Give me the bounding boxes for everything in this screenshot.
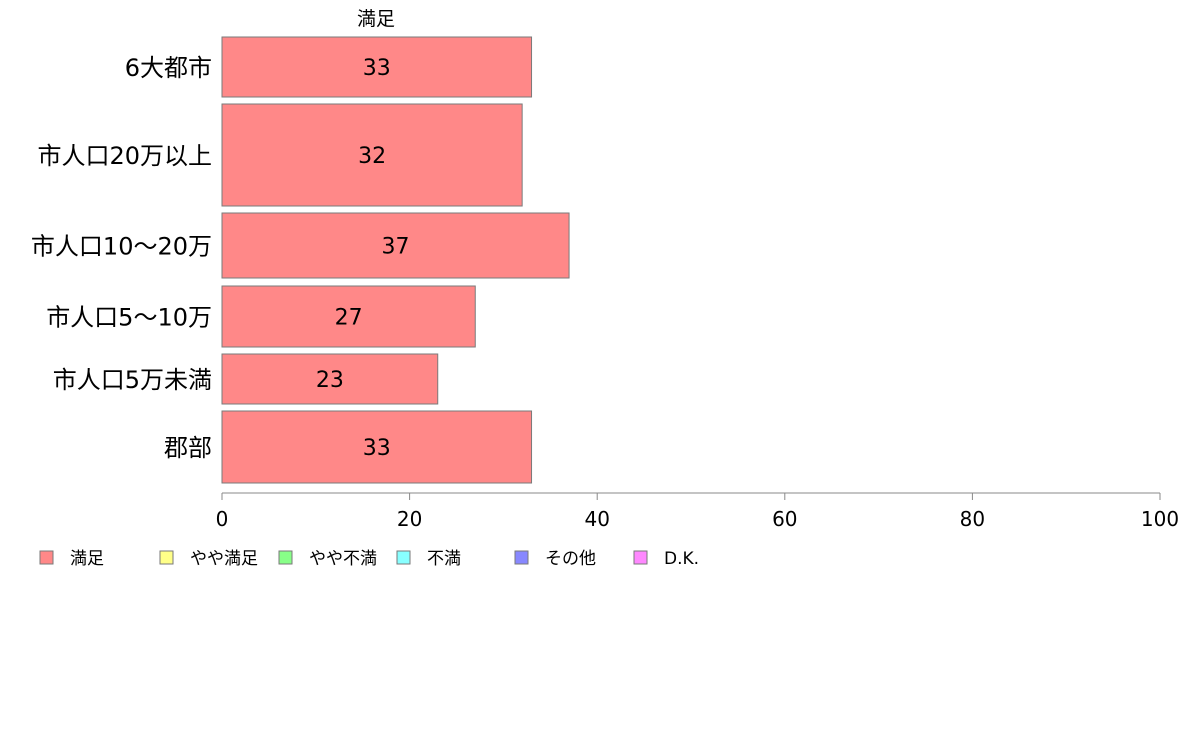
bar-2	[221, 212, 570, 279]
x-tick-label-4: 80	[960, 507, 985, 531]
legend-swatch-1	[159, 550, 174, 565]
legend-label-3: 不満	[427, 549, 461, 569]
bar-value-label-2: 37	[382, 235, 410, 260]
bar-value-label-1: 32	[358, 144, 386, 169]
legend-label-1: やや満足	[190, 549, 258, 569]
legend-swatch-0	[39, 550, 54, 565]
legend-label-5: D.K.	[664, 549, 699, 569]
legend-swatch-5	[633, 550, 648, 565]
bar-value-label-3: 27	[335, 306, 363, 331]
category-label-5: 郡部	[164, 434, 212, 462]
category-label-0: 6大都市	[125, 54, 212, 82]
x-tick-label-2: 40	[584, 507, 609, 531]
bar-4	[221, 353, 439, 405]
category-label-3: 市人口5〜10万	[46, 304, 212, 332]
bar-value-label-5: 33	[363, 436, 391, 461]
legend-label-4: その他	[545, 549, 596, 569]
bar-3	[221, 285, 476, 348]
legend: 満足 やや満足 やや不満 不満 その他 D.K.	[39, 549, 699, 569]
x-tick-label-5: 100	[1141, 507, 1179, 531]
bar-1	[221, 103, 523, 207]
bar-value-label-0: 33	[363, 56, 391, 81]
legend-swatch-2	[278, 550, 293, 565]
legend-swatch-3	[396, 550, 411, 565]
x-tick-label-0: 0	[216, 507, 229, 531]
x-axis: 0 20 40 60 80 100	[216, 492, 1179, 531]
x-tick-label-3: 60	[772, 507, 797, 531]
legend-label-2: やや不満	[309, 549, 377, 569]
category-label-4: 市人口5万未満	[53, 366, 212, 394]
series-title: 満足	[357, 8, 395, 30]
legend-label-0: 満足	[70, 549, 104, 569]
bar-0	[221, 36, 533, 98]
x-tick-label-1: 20	[397, 507, 422, 531]
bar-5	[221, 410, 533, 484]
legend-swatch-4	[514, 550, 529, 565]
bars-layer: 33 32 37 27 23 33	[221, 36, 570, 484]
category-label-2: 市人口10〜20万	[31, 233, 212, 261]
category-label-1: 市人口20万以上	[37, 142, 212, 170]
bar-value-label-4: 23	[316, 368, 344, 393]
